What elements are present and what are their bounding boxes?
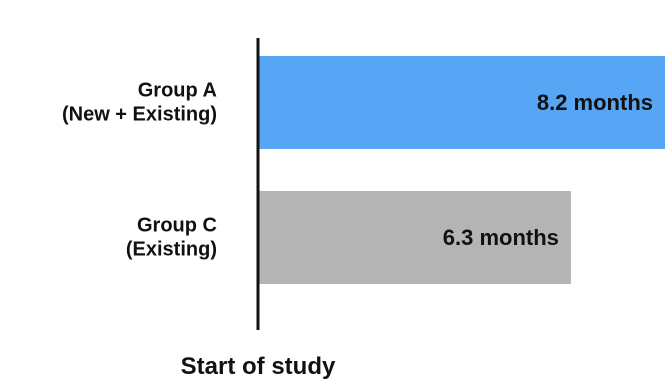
bar-1 — [259, 191, 571, 284]
labels-layer: 8.2 months Group A(New + Existing) 6.3 mon… — [62, 80, 653, 261]
category-label-0-line-0: Group A — [138, 80, 217, 102]
bar-0 — [259, 56, 665, 149]
category-label-1-line-0: Group C — [137, 215, 217, 237]
bars-layer — [259, 56, 665, 284]
category-label-1-line-1: (Existing) — [126, 239, 217, 261]
x-axis-title: Start of study — [181, 353, 336, 380]
data-label-0: 8.2 months — [537, 90, 653, 115]
data-label-1: 6.3 months — [443, 225, 559, 250]
category-label-0-line-1: (New + Existing) — [62, 104, 217, 126]
